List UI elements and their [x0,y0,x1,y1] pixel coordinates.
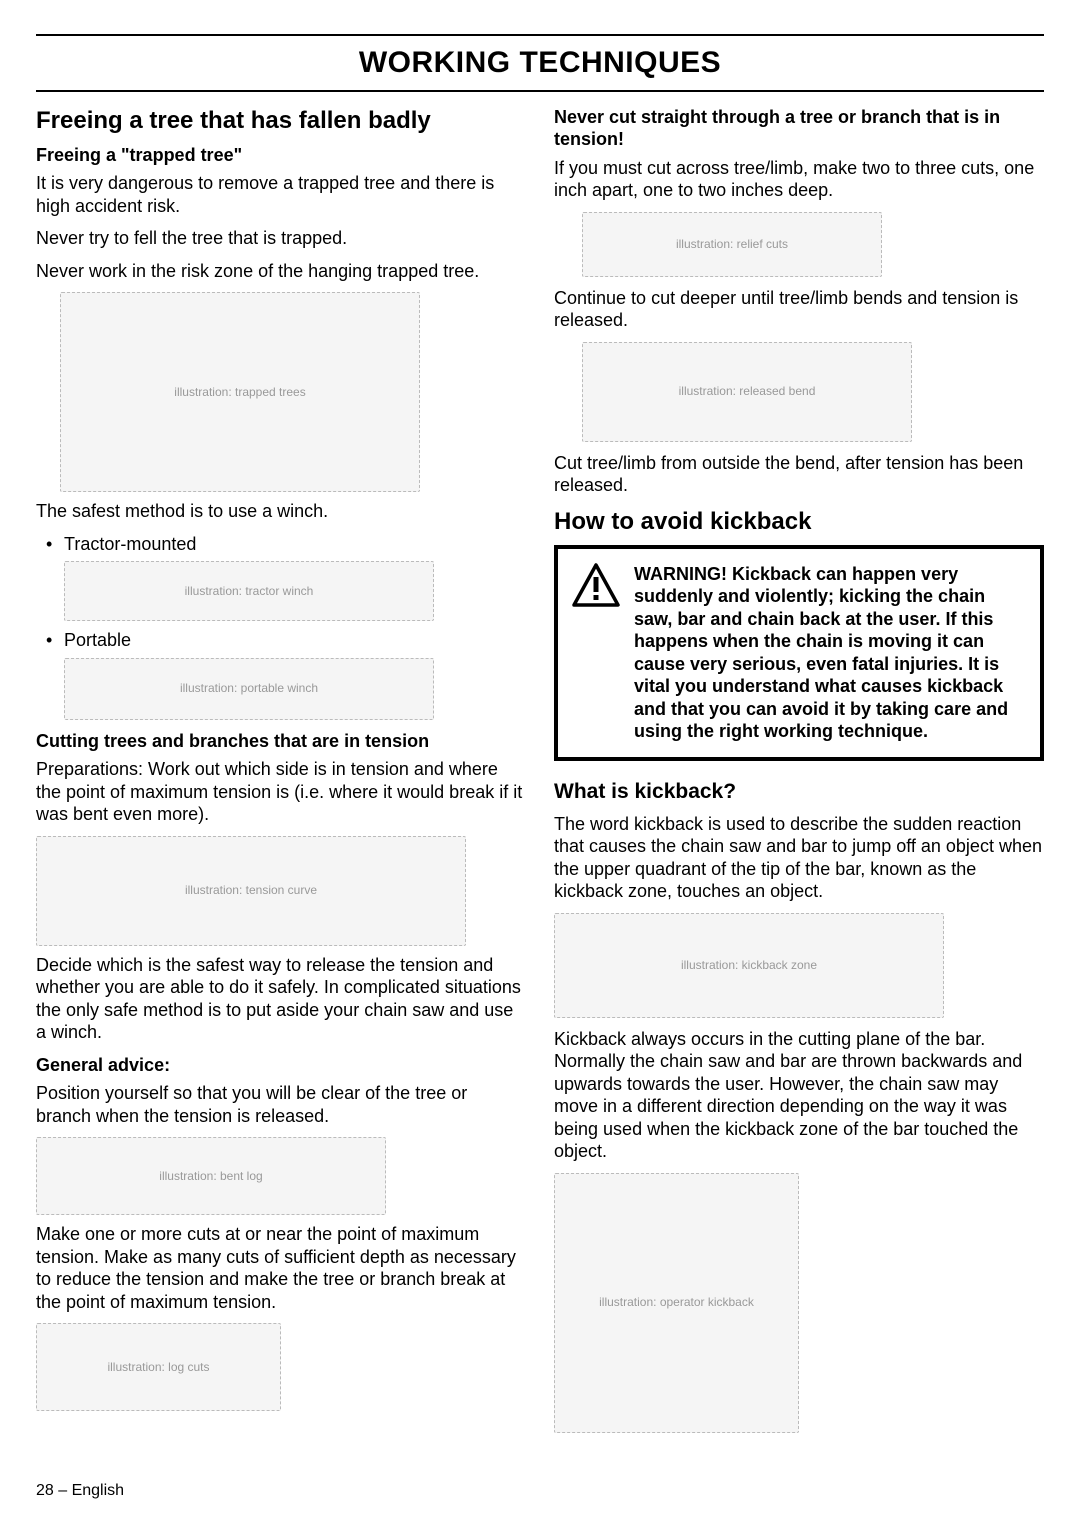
heading-avoid-kickback: How to avoid kickback [554,507,1044,537]
para-trapped-danger: It is very dangerous to remove a trapped… [36,172,526,217]
subhead-never-cut-through: Never cut straight through a tree or bra… [554,106,1044,151]
subhead-trapped-tree: Freeing a "trapped tree" [36,144,526,167]
illustration-bent-log: illustration: bent log [36,1137,386,1215]
para-kickback-def: The word kickback is used to describe th… [554,813,1044,903]
para-cut-outside-bend: Cut tree/limb from outside the bend, aft… [554,452,1044,497]
left-column: Freeing a tree that has fallen badly Fre… [36,106,526,1433]
heading-freeing-tree: Freeing a tree that has fallen badly [36,106,526,136]
subhead-cutting-tension: Cutting trees and branches that are in t… [36,730,526,753]
illustration-tractor-winch: illustration: tractor winch [64,561,434,621]
para-make-cuts: Make one or more cuts at or near the poi… [36,1223,526,1313]
illustration-released-bend: illustration: released bend [582,342,912,442]
para-continue-deeper: Continue to cut deeper until tree/limb b… [554,287,1044,332]
bullet-portable: Portable [36,629,526,652]
para-use-winch: The safest method is to use a winch. [36,500,526,523]
illustration-relief-cuts: illustration: relief cuts [582,212,882,277]
para-position-clear: Position yourself so that you will be cl… [36,1082,526,1127]
para-never-fell: Never try to fell the tree that is trapp… [36,227,526,250]
para-if-must-cut: If you must cut across tree/limb, make t… [554,157,1044,202]
subhead-general-advice: General advice: [36,1054,526,1077]
para-never-risk-zone: Never work in the risk zone of the hangi… [36,260,526,283]
para-kickback-plane: Kickback always occurs in the cutting pl… [554,1028,1044,1163]
illustration-log-cuts: illustration: log cuts [36,1323,281,1411]
para-decide-safest: Decide which is the safest way to releas… [36,954,526,1044]
right-column: Never cut straight through a tree or bra… [554,106,1044,1433]
illustration-operator-kickback: illustration: operator kickback [554,1173,799,1433]
page-title: WORKING TECHNIQUES [36,44,1044,82]
illustration-portable-winch: illustration: portable winch [64,658,434,720]
illustration-trapped-trees: illustration: trapped trees [60,292,420,492]
bullet-tractor: Tractor-mounted [36,533,526,556]
para-preparations: Preparations: Work out which side is in … [36,758,526,826]
warning-triangle-icon [572,563,620,607]
warning-box: WARNING! Kickback can happen very sudden… [554,545,1044,761]
page-number: 28 – English [36,1481,124,1501]
illustration-tension-curve: illustration: tension curve [36,836,466,946]
heading-what-is-kickback: What is kickback? [554,779,1044,805]
illustration-kickback-zone: illustration: kickback zone [554,913,944,1018]
warning-text: WARNING! Kickback can happen very sudden… [634,563,1026,743]
